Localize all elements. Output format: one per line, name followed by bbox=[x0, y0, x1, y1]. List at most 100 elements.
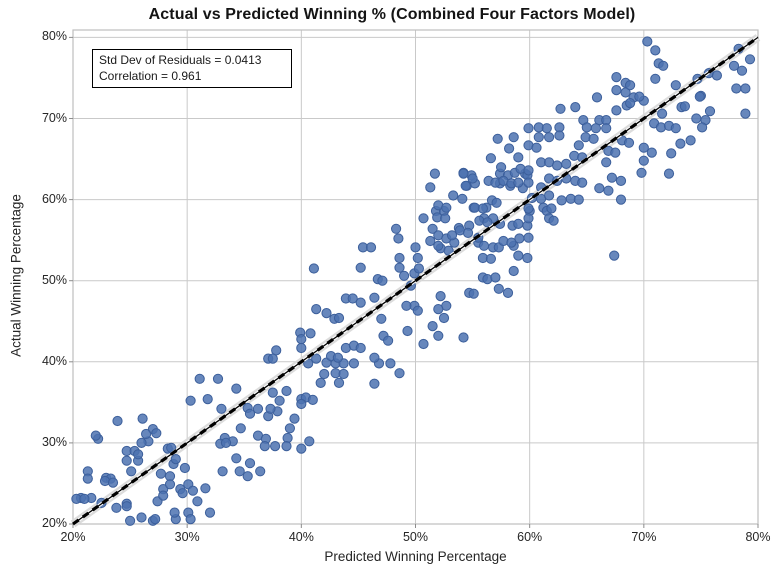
data-point bbox=[308, 263, 319, 274]
data-point bbox=[185, 395, 196, 406]
data-point bbox=[588, 133, 599, 144]
data-point bbox=[427, 223, 438, 234]
data-point bbox=[121, 455, 132, 466]
data-point bbox=[365, 242, 377, 253]
data-point bbox=[305, 328, 316, 339]
data-point bbox=[731, 83, 742, 94]
data-point bbox=[170, 454, 181, 465]
data-point bbox=[355, 262, 366, 273]
data-point bbox=[482, 217, 493, 228]
data-point bbox=[270, 441, 281, 452]
data-point bbox=[307, 394, 318, 405]
data-point bbox=[611, 72, 622, 83]
data-point bbox=[150, 514, 161, 525]
data-point bbox=[284, 423, 295, 434]
data-point bbox=[338, 368, 349, 380]
data-point bbox=[192, 496, 203, 507]
data-point bbox=[216, 403, 227, 414]
data-point bbox=[158, 490, 169, 501]
data-point bbox=[477, 203, 488, 214]
y-tick-label: 30% bbox=[41, 434, 67, 449]
data-point bbox=[355, 297, 366, 308]
data-point bbox=[523, 165, 534, 176]
annotation-line-1: Std Dev of Residuals = 0.0413 bbox=[99, 53, 262, 67]
x-tick-label: 20% bbox=[60, 530, 86, 544]
data-point bbox=[606, 172, 618, 183]
data-point bbox=[125, 515, 136, 526]
data-point bbox=[611, 85, 622, 96]
data-point bbox=[410, 242, 421, 253]
data-point bbox=[485, 253, 496, 264]
data-point bbox=[107, 477, 119, 488]
y-tick-label: 40% bbox=[41, 353, 67, 368]
data-point bbox=[546, 203, 557, 214]
data-point bbox=[694, 91, 705, 102]
data-point bbox=[177, 488, 188, 499]
data-point bbox=[311, 353, 322, 364]
data-point bbox=[401, 300, 412, 311]
data-point bbox=[252, 403, 264, 414]
data-point bbox=[522, 252, 533, 264]
data-point bbox=[492, 133, 503, 144]
data-point bbox=[255, 466, 266, 477]
data-point bbox=[435, 291, 446, 302]
data-point bbox=[383, 335, 394, 346]
data-point bbox=[638, 155, 649, 166]
data-point bbox=[603, 185, 614, 196]
data-point bbox=[523, 203, 534, 214]
data-point bbox=[265, 403, 276, 414]
data-point bbox=[675, 138, 686, 149]
data-point bbox=[552, 160, 563, 171]
y-tick-label: 50% bbox=[41, 272, 67, 287]
data-point bbox=[736, 65, 748, 76]
data-point bbox=[231, 383, 242, 394]
data-point bbox=[615, 175, 627, 186]
x-tick-label: 40% bbox=[288, 530, 314, 544]
data-point bbox=[601, 123, 612, 134]
x-axis-label: Predicted Winning Percentage bbox=[324, 549, 507, 564]
data-point bbox=[625, 98, 636, 109]
data-point bbox=[429, 168, 440, 179]
data-point bbox=[615, 194, 627, 205]
data-point bbox=[418, 338, 429, 350]
data-point bbox=[393, 233, 404, 244]
data-point bbox=[394, 262, 405, 273]
data-point bbox=[136, 512, 147, 523]
data-point bbox=[610, 147, 621, 158]
data-point bbox=[413, 263, 424, 274]
x-tick-label: 50% bbox=[402, 530, 429, 544]
data-point bbox=[634, 91, 645, 102]
data-point bbox=[581, 122, 592, 133]
data-point bbox=[281, 385, 292, 397]
data-point bbox=[740, 83, 751, 94]
data-point bbox=[355, 342, 366, 354]
data-point bbox=[296, 398, 307, 410]
data-point bbox=[185, 514, 196, 525]
data-point bbox=[296, 443, 307, 454]
data-point bbox=[554, 130, 565, 141]
data-point bbox=[212, 373, 224, 384]
data-point bbox=[296, 334, 307, 345]
data-point bbox=[315, 377, 326, 388]
data-point bbox=[658, 60, 669, 71]
data-point bbox=[348, 358, 359, 369]
data-point bbox=[304, 436, 315, 447]
data-point bbox=[496, 162, 507, 173]
data-point bbox=[513, 218, 524, 229]
data-point bbox=[555, 103, 566, 114]
data-point bbox=[506, 237, 517, 248]
data-point bbox=[204, 507, 216, 518]
data-point bbox=[220, 437, 232, 448]
data-point bbox=[433, 304, 444, 315]
data-point bbox=[457, 193, 468, 204]
annotation-line-2: Correlation = 0.961 bbox=[99, 68, 202, 83]
data-point bbox=[446, 230, 458, 241]
data-point bbox=[514, 233, 525, 244]
data-point bbox=[244, 458, 256, 469]
data-point bbox=[433, 330, 444, 341]
data-point bbox=[508, 132, 519, 143]
data-point bbox=[691, 113, 702, 124]
data-point bbox=[670, 123, 681, 134]
data-point bbox=[231, 453, 242, 464]
